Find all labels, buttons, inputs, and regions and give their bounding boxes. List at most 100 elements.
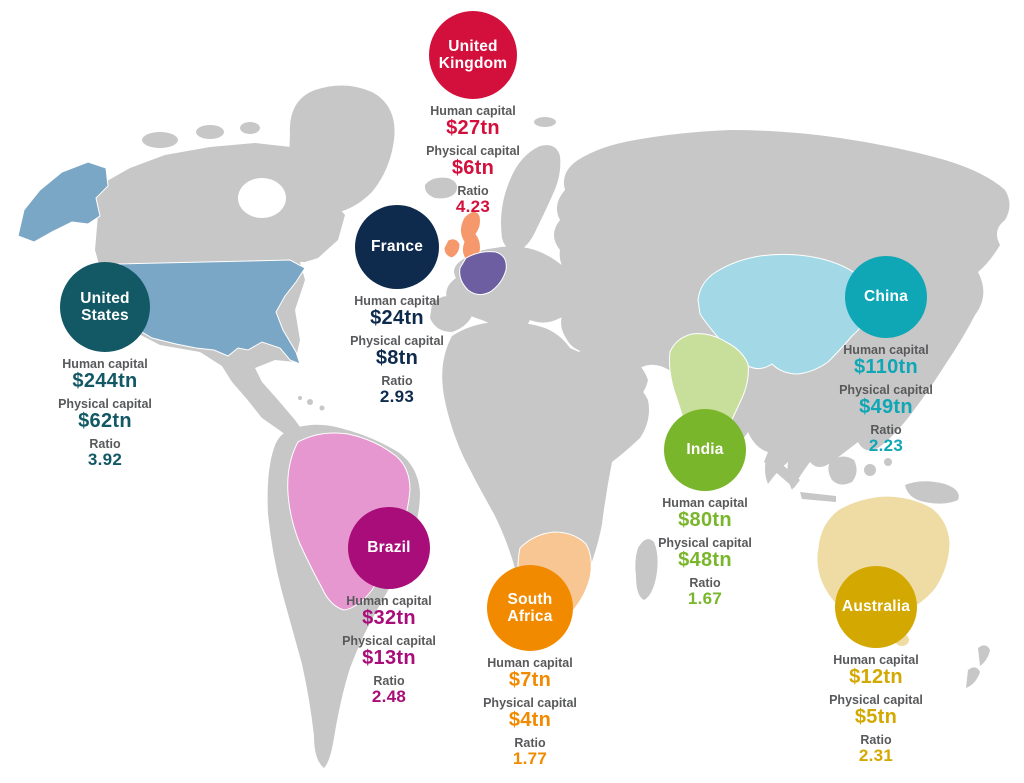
map-region-new-zealand	[966, 667, 980, 688]
country-bubble-india: India	[664, 409, 746, 491]
map-region-arabia	[575, 348, 648, 416]
map-region-island	[884, 458, 892, 466]
country-bubble-brazil: Brazil	[348, 507, 430, 589]
country-name: Brazil	[367, 539, 411, 557]
caribbean-island	[307, 399, 313, 405]
human-capital-value: $24tn	[370, 307, 424, 329]
map-region-new-guinea	[905, 481, 959, 504]
physical-capital-label: Physical capital	[426, 144, 520, 158]
ratio-value: 2.48	[371, 687, 407, 706]
hudson-bay	[238, 178, 286, 218]
country-bubble-united-kingdom: United Kingdom	[429, 11, 517, 99]
physical-capital-label: Physical capital	[483, 696, 577, 710]
human-capital-label: Human capital	[833, 653, 919, 667]
human-capital-value: $27tn	[446, 117, 500, 139]
ratio-label: Ratio	[870, 423, 902, 437]
human-capital-label: Human capital	[346, 594, 432, 608]
map-region-philippines	[875, 429, 881, 435]
map-region-united-states	[113, 259, 306, 365]
human-capital-value: $110tn	[853, 356, 919, 378]
physical-capital-value: $8tn	[375, 347, 419, 369]
ratio-value: 4.23	[455, 197, 491, 216]
human-capital-value: $80tn	[678, 509, 732, 531]
human-capital-label: Human capital	[662, 496, 748, 510]
human-capital-label: Human capital	[487, 656, 573, 670]
map-region-philippines	[868, 416, 876, 424]
map-region-philippines	[865, 437, 871, 443]
country-bubble-united-states: United States	[60, 262, 150, 352]
physical-capital-label: Physical capital	[58, 397, 152, 411]
country-group-united-kingdom: United Kingdom Human capital $27tn Physi…	[388, 11, 558, 216]
ratio-label: Ratio	[457, 184, 489, 198]
physical-capital-value: $62tn	[78, 410, 132, 432]
country-bubble-france: France	[355, 205, 439, 289]
human-capital-label: Human capital	[62, 357, 148, 371]
arctic-island	[196, 125, 224, 139]
map-region-scandinavia	[501, 145, 561, 252]
caribbean-island	[298, 396, 302, 400]
country-name: United States	[80, 289, 130, 324]
country-bubble-south-africa: South Africa	[487, 565, 573, 651]
map-region-france	[459, 251, 507, 296]
ratio-label: Ratio	[89, 437, 121, 451]
human-capital-value: $7tn	[508, 669, 552, 691]
ratio-value: 1.67	[687, 589, 723, 608]
arctic-island	[142, 132, 178, 148]
caribbean-island	[319, 405, 325, 411]
country-group-australia: Australia Human capital $12tn Physical c…	[791, 566, 961, 765]
country-bubble-australia: Australia	[835, 566, 917, 648]
country-name: France	[370, 238, 424, 256]
physical-capital-value: $5tn	[854, 706, 898, 728]
country-group-united-states: United States Human capital $244tn Physi…	[20, 262, 190, 469]
physical-capital-label: Physical capital	[829, 693, 923, 707]
country-name: South Africa	[507, 590, 553, 625]
human-capital-value: $244tn	[72, 370, 138, 392]
country-name: India	[686, 441, 724, 459]
ratio-label: Ratio	[860, 733, 892, 747]
physical-capital-value: $13tn	[362, 647, 416, 669]
human-capital-value: $32tn	[362, 607, 416, 629]
country-group-india: India Human capital $80tn Physical capit…	[620, 409, 790, 608]
physical-capital-label: Physical capital	[839, 383, 933, 397]
svalbard-island	[534, 117, 556, 127]
country-name: China	[863, 288, 909, 306]
country-name: United Kingdom	[438, 37, 508, 72]
ratio-value: 1.77	[512, 749, 548, 768]
human-capital-label: Human capital	[354, 294, 440, 308]
map-region-sumatra	[764, 452, 800, 488]
country-group-china: China Human capital $110tn Physical capi…	[801, 256, 971, 455]
physical-capital-value: $49tn	[859, 396, 913, 418]
physical-capital-value: $4tn	[508, 709, 552, 731]
ratio-value: 2.31	[858, 746, 894, 765]
ratio-value: 2.23	[868, 436, 904, 455]
country-group-france: France Human capital $24tn Physical capi…	[312, 205, 482, 406]
physical-capital-value: $6tn	[451, 157, 495, 179]
map-region-ireland	[443, 238, 461, 259]
arctic-island	[240, 122, 260, 134]
ratio-label: Ratio	[514, 736, 546, 750]
country-name: Australia	[841, 598, 911, 616]
physical-capital-label: Physical capital	[658, 536, 752, 550]
map-region-japan	[892, 338, 904, 354]
map-region-borneo	[828, 456, 857, 485]
ratio-value: 3.92	[87, 450, 123, 469]
ratio-label: Ratio	[689, 576, 721, 590]
country-bubble-china: China	[845, 256, 927, 338]
map-region-iceland	[424, 177, 457, 199]
map-region-madagascar	[635, 539, 658, 600]
physical-capital-label: Physical capital	[342, 634, 436, 648]
country-group-south-africa: South Africa Human capital $7tn Physical…	[445, 565, 615, 768]
map-region-new-zealand	[978, 645, 990, 666]
map-region-iberia	[430, 295, 474, 332]
human-capital-value: $12tn	[849, 666, 903, 688]
physical-capital-label: Physical capital	[350, 334, 444, 348]
map-region-greenland	[289, 85, 395, 214]
map-region-alaska	[17, 161, 109, 243]
human-capital-label: Human capital	[843, 343, 929, 357]
country-group-brazil: Brazil Human capital $32tn Physical capi…	[304, 507, 474, 706]
ratio-label: Ratio	[381, 374, 413, 388]
ratio-value: 2.93	[379, 387, 415, 406]
physical-capital-value: $48tn	[678, 549, 732, 571]
map-region-java	[800, 492, 836, 502]
